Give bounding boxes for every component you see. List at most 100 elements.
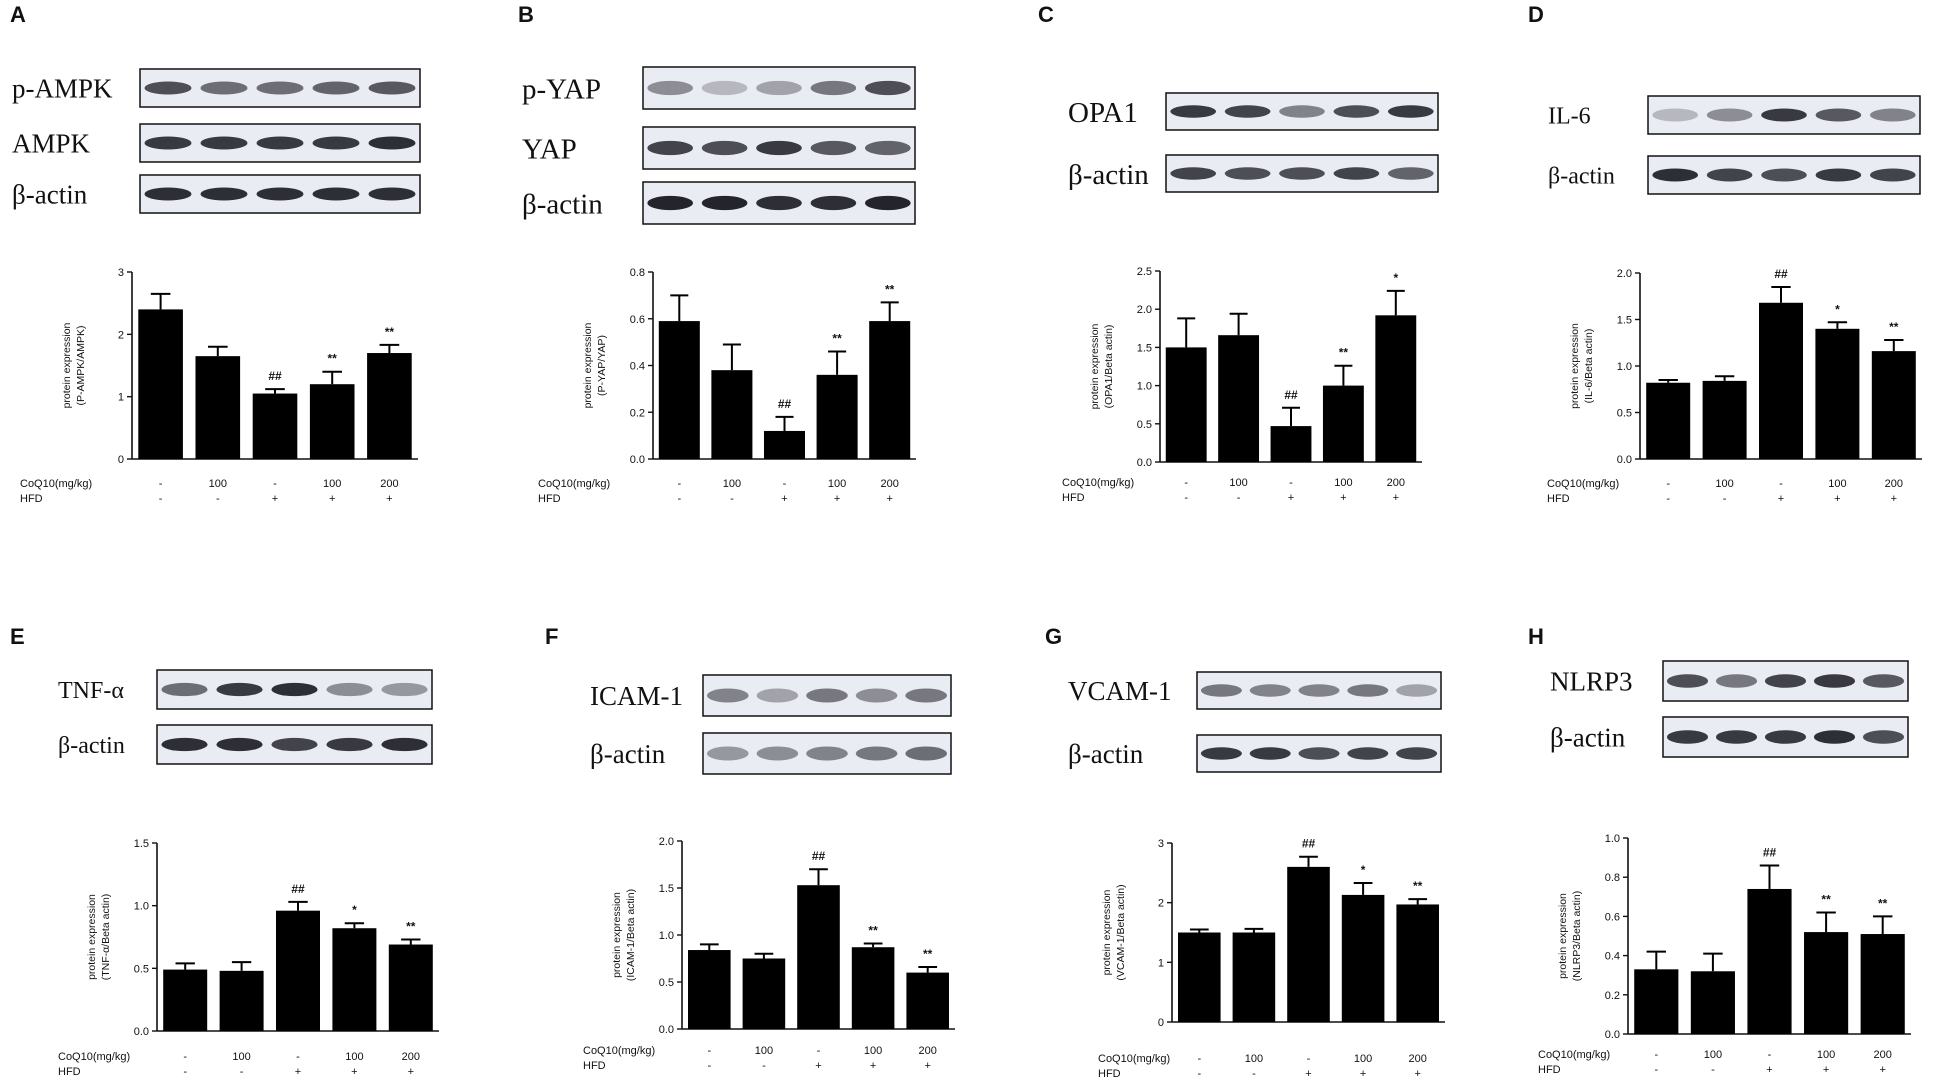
blot-band xyxy=(200,187,248,201)
blot-label: β-actin xyxy=(1550,723,1626,753)
coq10-value: - xyxy=(1307,1053,1311,1065)
blot-band xyxy=(1200,747,1242,760)
coq10-row-label: CoQ10(mg/kg) xyxy=(20,478,92,490)
y-axis-label: (TNF-α/Beta actin) xyxy=(100,894,112,981)
blot-band xyxy=(1715,674,1758,688)
blot-band xyxy=(368,136,416,150)
bar xyxy=(1747,888,1792,1034)
y-tick-label: 0.0 xyxy=(134,1026,149,1038)
hfd-value: - xyxy=(159,493,163,505)
blot-band xyxy=(1224,167,1271,180)
bar xyxy=(1341,894,1385,1022)
bar xyxy=(797,885,840,1029)
blot-band xyxy=(864,80,911,96)
hfd-row-label: HFD xyxy=(20,493,43,505)
coq10-value: - xyxy=(159,478,163,490)
y-tick-label: 0.0 xyxy=(659,1024,674,1036)
bar xyxy=(658,321,700,459)
coq10-value: - xyxy=(183,1051,187,1063)
hfd-value: + xyxy=(815,1060,821,1072)
y-axis-label: protein expression xyxy=(1569,323,1581,409)
coq10-value: - xyxy=(783,478,787,490)
blot-band xyxy=(1715,730,1758,744)
y-axis-label: protein expression xyxy=(1557,893,1569,979)
blot-band xyxy=(1666,674,1709,688)
coq10-value: 100 xyxy=(1354,1053,1372,1065)
hfd-value: - xyxy=(730,493,734,505)
blot-band xyxy=(855,746,898,761)
coq10-row-label: CoQ10(mg/kg) xyxy=(1098,1053,1170,1065)
coq10-value: 100 xyxy=(1828,478,1846,490)
blot-band xyxy=(806,688,848,703)
hfd-value: + xyxy=(1879,1064,1885,1076)
bar xyxy=(1322,385,1364,462)
blot-band xyxy=(1200,684,1242,697)
hfd-value: + xyxy=(886,493,892,505)
blot-band xyxy=(271,737,318,752)
bar xyxy=(1702,380,1747,459)
significance-mark: ** xyxy=(923,947,933,961)
blot-label: OPA1 xyxy=(1068,97,1138,129)
y-tick-label: 0.5 xyxy=(659,977,674,989)
blot-band xyxy=(756,80,802,96)
blot-band xyxy=(701,140,748,156)
bar xyxy=(219,970,264,1031)
panel-label: B xyxy=(518,2,534,27)
significance-mark: ** xyxy=(385,325,395,339)
blot-label: VCAM-1 xyxy=(1068,676,1172,706)
significance-mark: * xyxy=(1393,271,1398,285)
significance-mark: ## xyxy=(778,397,792,411)
blot-band xyxy=(806,746,848,761)
y-tick-label: 1.5 xyxy=(134,838,149,850)
bar xyxy=(195,356,241,459)
blot-label: AMPK xyxy=(12,129,91,159)
panel-label: D xyxy=(1528,2,1544,27)
y-axis-label: protein expression xyxy=(61,322,73,408)
blot-band xyxy=(1761,168,1807,182)
blot-band xyxy=(161,682,208,697)
blot-label: β-actin xyxy=(1548,164,1615,190)
blot-band xyxy=(326,682,373,697)
hfd-value: - xyxy=(762,1060,766,1072)
coq10-value: - xyxy=(1197,1053,1201,1065)
panel-a: Ap-AMPK AMPK β-actin 0 1 2 3 protein expression… xyxy=(10,2,421,505)
y-tick-label: 1.0 xyxy=(134,901,149,913)
blot-band xyxy=(1652,108,1699,122)
hfd-value: - xyxy=(677,493,681,505)
y-tick-label: 1.0 xyxy=(1617,361,1632,373)
bar xyxy=(711,370,753,459)
blot-band xyxy=(368,187,416,201)
panel-label: F xyxy=(545,624,558,649)
blot-band xyxy=(381,737,428,752)
y-tick-label: 0 xyxy=(118,454,124,466)
hfd-value: + xyxy=(1393,492,1399,504)
bar xyxy=(309,384,355,459)
bar xyxy=(1690,971,1735,1034)
blot-band xyxy=(1869,108,1916,122)
y-tick-label: 1.0 xyxy=(659,930,674,942)
y-tick-label: 2.0 xyxy=(1137,304,1152,316)
bar xyxy=(869,321,911,459)
hfd-value: + xyxy=(1766,1064,1772,1076)
blot-band xyxy=(1764,730,1807,744)
blot-band xyxy=(855,688,898,703)
hfd-value: + xyxy=(1340,492,1346,504)
hfd-value: + xyxy=(1823,1064,1829,1076)
coq10-value: 200 xyxy=(380,478,398,490)
hfd-row-label: HFD xyxy=(583,1060,606,1072)
blot-band xyxy=(1347,747,1389,760)
coq10-row-label: CoQ10(mg/kg) xyxy=(1538,1049,1610,1061)
y-tick-label: 1 xyxy=(118,392,124,404)
coq10-value: - xyxy=(1779,478,1783,490)
blot-label: β-actin xyxy=(12,180,88,210)
blot-band xyxy=(312,187,360,201)
coq10-value: 100 xyxy=(345,1051,363,1063)
hfd-value: - xyxy=(1723,493,1727,505)
y-tick-label: 2 xyxy=(1158,898,1164,910)
blot-band xyxy=(864,195,911,211)
significance-mark: ## xyxy=(291,882,305,896)
hfd-row-label: HFD xyxy=(1062,492,1085,504)
blot-label: β-actin xyxy=(522,188,603,220)
